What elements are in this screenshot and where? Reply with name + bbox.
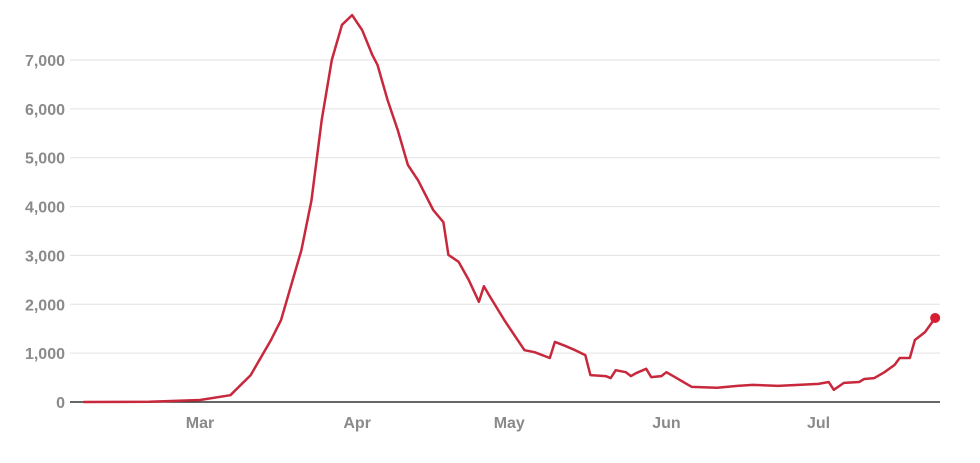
gridlines [70,59,940,354]
series-line [83,13,937,404]
x-axis: Mar Apr May Jun Jul [186,415,830,432]
y-tick-label: 5,000 [25,151,65,168]
y-tick-label: 0 [56,395,65,412]
x-tick-label: Jul [807,415,830,432]
y-axis: 0 1,000 2,000 3,000 4,000 5,000 6,000 7,000 [25,53,65,412]
x-tick-label: Apr [343,415,371,432]
series-endpoint-marker [930,312,941,323]
x-tick-label: Mar [186,415,214,432]
y-tick-label: 4,000 [25,200,65,217]
x-tick-label: May [494,415,525,432]
y-tick-label: 6,000 [25,102,65,119]
y-tick-label: 7,000 [25,53,65,70]
x-tick-label: Jun [652,415,680,432]
y-tick-label: 2,000 [25,297,65,314]
y-tick-label: 3,000 [25,248,65,265]
y-tick-label: 1,000 [25,346,65,363]
